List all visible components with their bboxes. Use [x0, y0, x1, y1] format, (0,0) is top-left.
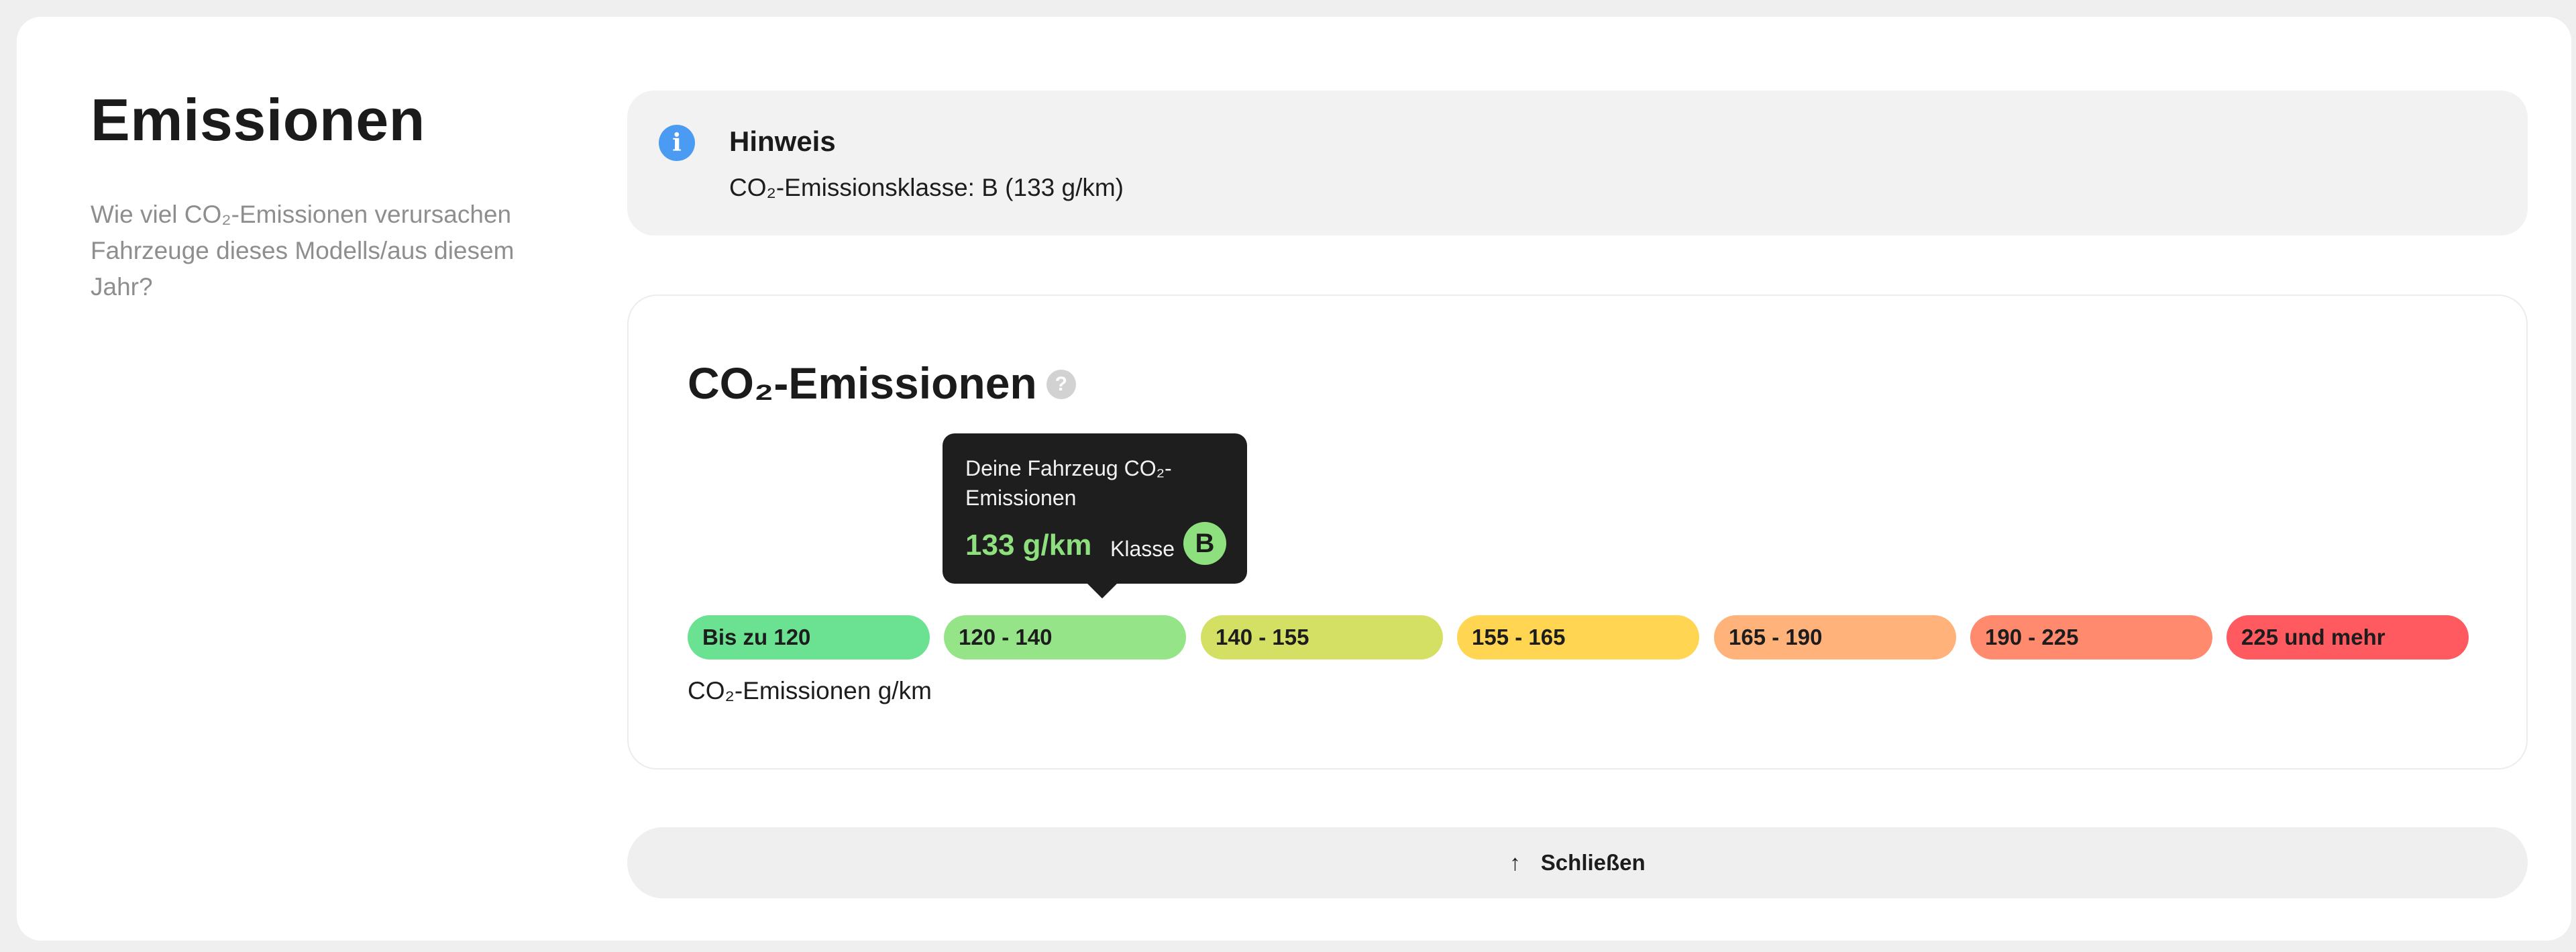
band-3: 140 - 155	[1201, 615, 1443, 659]
notice-title: Hinweis	[729, 125, 836, 157]
band-2: 120 - 140	[944, 615, 1186, 659]
notice-box: i Hinweis CO₂-Emissionsklasse: B (133 g/…	[627, 91, 2528, 235]
band-4: 155 - 165	[1457, 615, 1699, 659]
close-button-label: Schließen	[1540, 850, 1646, 875]
emission-class-bands: Bis zu 120 120 - 140 140 - 155 155 - 165…	[688, 615, 2469, 659]
info-icon: i	[659, 125, 695, 161]
band-6: 190 - 225	[1970, 615, 2212, 659]
emissions-section-card: Emissionen Wie viel CO₂-Emissionen verur…	[17, 17, 2571, 941]
co2-emissions-title-text: CO₂-Emissionen	[688, 358, 1037, 408]
section-description: Wie viel CO₂-Emissionen verursachen Fahr…	[91, 201, 515, 301]
tooltip-value: 133 g/km	[965, 529, 1092, 562]
vehicle-emissions-tooltip: Deine Fahrzeug CO₂-Emissionen 133 g/km K…	[943, 433, 1247, 598]
band-5: 165 - 190	[1714, 615, 1956, 659]
section-intro: Emissionen Wie viel CO₂-Emissionen verur…	[91, 91, 560, 305]
band-7: 225 und mehr	[2226, 615, 2469, 659]
close-button[interactable]: ↑ Schließen	[627, 827, 2528, 898]
arrow-up-icon: ↑	[1509, 850, 1521, 875]
notice-text: CO₂-Emissionsklasse: B (133 g/km)	[729, 174, 1124, 201]
tooltip-label: Deine Fahrzeug CO₂-Emissionen	[965, 456, 1172, 510]
co2-emissions-title: CO₂-Emissionen?	[688, 358, 1076, 409]
tooltip-class-label: Klasse	[1110, 537, 1175, 561]
co2-emissions-card: CO₂-Emissionen? Deine Fahrzeug CO₂-Emiss…	[627, 295, 2528, 770]
band-1: Bis zu 120	[688, 615, 930, 659]
class-badge: B	[1183, 522, 1226, 565]
question-icon[interactable]: ?	[1046, 369, 1076, 399]
section-title: Emissionen	[91, 87, 425, 153]
axis-label: CO₂-Emissionen g/km	[688, 677, 932, 704]
